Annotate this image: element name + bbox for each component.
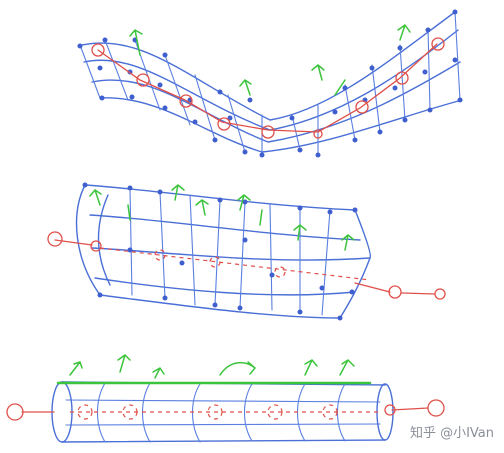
bent-ribbon-mesh (77, 9, 463, 158)
cylinder-mesh (6, 354, 445, 443)
watermark-text: 知乎 @小IVan (409, 426, 494, 441)
surface-normals-bottom (69, 354, 355, 379)
surface-normals-top (129, 24, 411, 96)
bone-joints-bottom (6, 399, 445, 421)
bone-joints-middle (47, 231, 446, 300)
surface-normals-middle (89, 184, 355, 251)
bone-joints-top (91, 37, 445, 139)
sheet-mesh (47, 182, 446, 321)
